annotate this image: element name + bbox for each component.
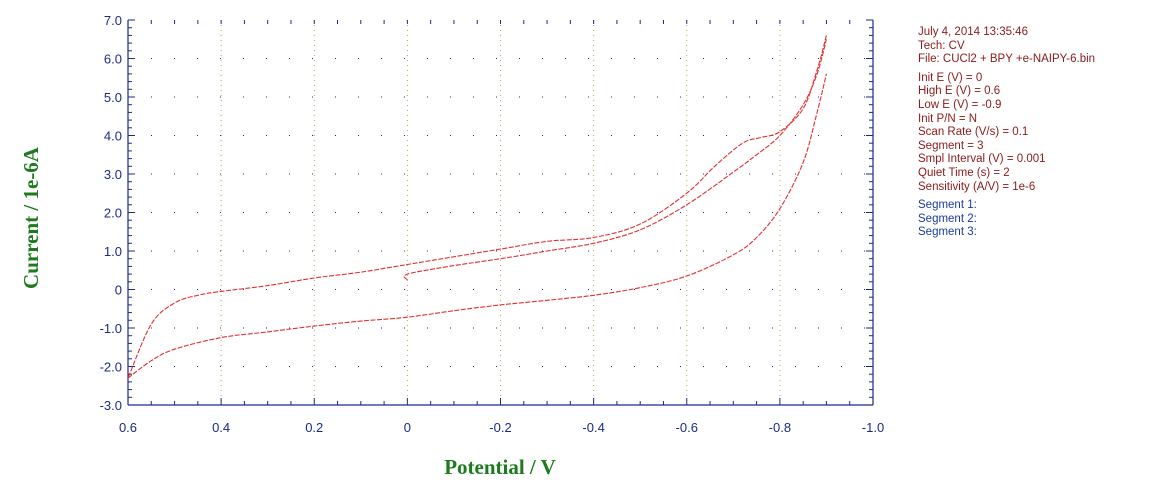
y-tick-label: 6.0 (104, 52, 122, 67)
x-tick-label: -0.2 (489, 420, 511, 435)
info-file: File: CUCl2 + BPY +e-NAIPY-6.bin (918, 53, 1096, 66)
x-tick-label: -0.4 (582, 420, 604, 435)
tick-marks (127, 19, 874, 406)
info-segment: Segment = 3 (918, 139, 984, 152)
grid-lines (128, 20, 873, 405)
y-tick-label: 3.0 (104, 167, 122, 182)
y-tick-label: 4.0 (104, 129, 122, 144)
y-tick-label: 2.0 (104, 206, 122, 221)
cv-curves (127, 35, 827, 379)
y-tick-label: -2.0 (100, 360, 122, 375)
y-tick-label: 7.0 (104, 13, 122, 28)
x-tick-label: -0.6 (676, 420, 698, 435)
info-technique: Tech: CV (918, 39, 965, 52)
segment-1-label: Segment 1: (918, 199, 977, 212)
info-quiet-time: Quiet Time (s) = 2 (918, 166, 1010, 179)
y-tick-label: 5.0 (104, 90, 122, 105)
y-tick-label: 1.0 (104, 244, 122, 259)
x-tick-label: -1.0 (862, 420, 884, 435)
cv-segment-1 (403, 39, 827, 281)
tick-labels: 7.0 6.0 5.0 4.0 3.0 2.0 1.0 0 -1.0 -2.0 -3.0 0.6 0.4… (100, 13, 885, 435)
x-tick-label: 0.2 (305, 420, 323, 435)
info-low-e: Low E (V) = -0.9 (918, 98, 1002, 111)
info-scan-rate: Scan Rate (V/s) = 0.1 (918, 126, 1029, 139)
segment-3-label: Segment 3: (918, 226, 977, 239)
y-tick-label: -3.0 (100, 398, 122, 413)
x-tick-label: 0.6 (119, 420, 137, 435)
segment-2-label: Segment 2: (918, 212, 977, 225)
info-date: July 4, 2014 13:35:46 (918, 26, 1028, 38)
info-high-e: High E (V) = 0.6 (918, 85, 1001, 98)
x-tick-label: 0 (404, 420, 411, 435)
x-axis-title: Potential / V (444, 455, 556, 479)
y-axis-title: Current / 1e-6A (19, 146, 43, 289)
info-sensitivity: Sensitivity (A/V) = 1e-6 (918, 180, 1036, 193)
y-tick-label: 0 (115, 283, 122, 298)
y-tick-label: -1.0 (100, 321, 122, 336)
axes (127, 20, 874, 406)
x-tick-label: -0.8 (769, 420, 791, 435)
info-init-e: Init E (V) = 0 (918, 71, 983, 84)
cv-segment-2 (127, 35, 827, 379)
info-init-pn: Init P/N = N (918, 112, 978, 125)
experiment-info-panel: July 4, 2014 13:35:46 Tech: CV File: CUC… (918, 26, 1095, 240)
x-tick-label: 0.4 (212, 420, 230, 435)
info-sample-interval: Smpl Interval (V) = 0.001 (918, 153, 1046, 166)
cv-segment-3 (127, 73, 827, 379)
